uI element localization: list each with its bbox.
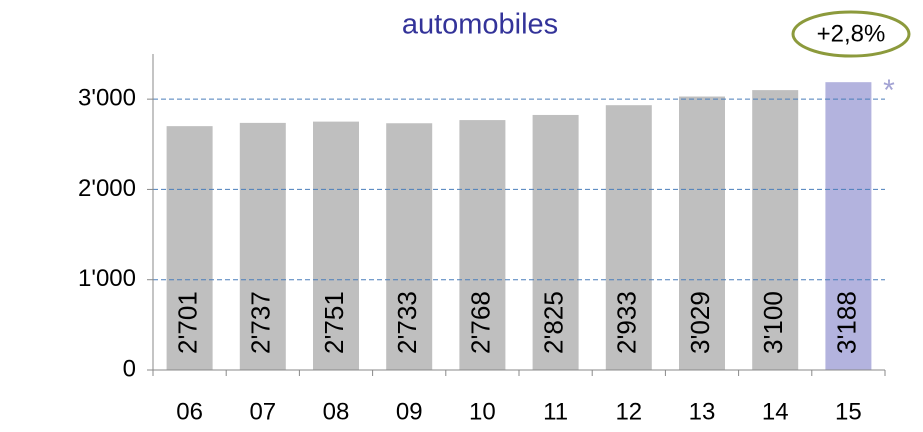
value-label: 3'188 [831, 291, 861, 354]
value-label: 2'933 [612, 291, 642, 354]
y-tick-label: 0 [123, 355, 136, 382]
value-label: 2'825 [538, 291, 568, 354]
x-tick-label: 09 [396, 398, 423, 425]
chart-title: automobiles [402, 9, 558, 41]
value-label: 2'751 [319, 291, 349, 354]
y-tick-label: 2'000 [78, 175, 136, 202]
annotation-ellipse [791, 10, 911, 58]
value-label: 2'768 [465, 291, 495, 354]
bar [532, 114, 579, 370]
value-label: 2'737 [246, 291, 276, 354]
x-tick-label: 11 [543, 398, 568, 425]
x-tick-label: 12 [615, 398, 642, 425]
annotation: * [883, 74, 895, 107]
x-tick-label: 13 [689, 398, 716, 425]
bar [605, 105, 652, 370]
bar [239, 122, 286, 370]
x-tick-label: 10 [469, 398, 496, 425]
x-tick-label: 07 [249, 398, 276, 425]
bar [679, 96, 725, 371]
x-tick-label: 14 [762, 398, 789, 425]
x-tick-label: 08 [323, 398, 350, 425]
bar [459, 120, 506, 370]
y-tick-label: 1'000 [78, 265, 136, 292]
bar [166, 126, 213, 371]
annotation: +2,8% [817, 20, 886, 47]
bar [752, 90, 799, 370]
bar [313, 121, 359, 371]
bar [386, 123, 433, 370]
y-tick-label: 3'000 [78, 84, 136, 111]
value-label: 2'733 [392, 291, 422, 354]
value-label: 3'100 [758, 291, 788, 354]
value-label: 3'029 [685, 291, 715, 354]
bar [825, 82, 872, 371]
x-tick-label: 15 [835, 398, 862, 425]
value-label: 2'701 [172, 291, 202, 354]
x-tick-label: 06 [176, 398, 203, 425]
